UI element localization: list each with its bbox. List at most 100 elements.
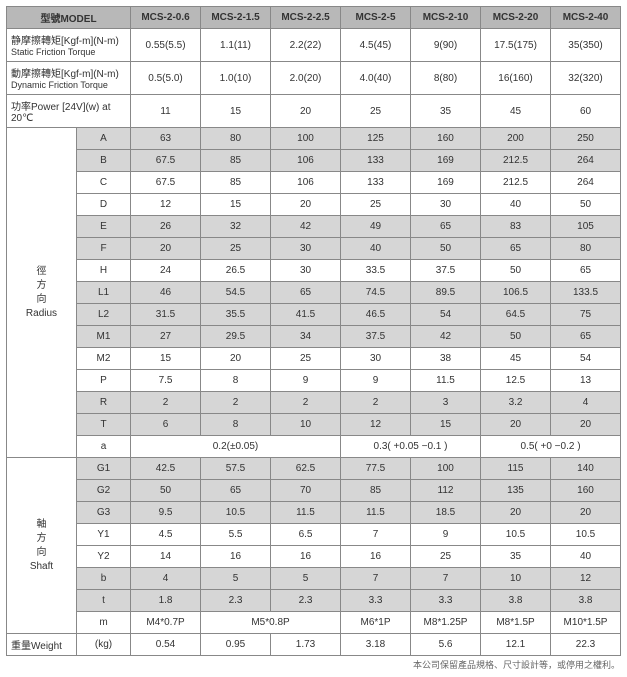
shaft-t-val-3: 3.3: [341, 590, 411, 612]
radius-a-span-0: 0.2(±0.05): [131, 436, 341, 458]
radius-key-A: A: [77, 128, 131, 150]
shaft-G1-val-1: 57.5: [201, 458, 271, 480]
radius-M1-val-6: 65: [551, 326, 621, 348]
shaft-G2-val-4: 112: [411, 480, 481, 502]
shaft-key-m: m: [77, 612, 131, 634]
radius-P-val-5: 12.5: [481, 370, 551, 392]
radius-F-val-5: 65: [481, 238, 551, 260]
shaft-Y1-val-3: 7: [341, 524, 411, 546]
shaft-t-val-5: 3.8: [481, 590, 551, 612]
header-model-6: MCS-2-40: [551, 7, 621, 29]
radius-M1-val-5: 50: [481, 326, 551, 348]
radius-D-val-2: 20: [271, 194, 341, 216]
radius-C-val-0: 67.5: [131, 172, 201, 194]
radius-P-val-1: 8: [201, 370, 271, 392]
radius-D-val-0: 12: [131, 194, 201, 216]
radius-F-val-1: 25: [201, 238, 271, 260]
radius-group-label: 徑方向Radius: [7, 128, 77, 458]
toprow-2-val-1: 15: [201, 95, 271, 128]
shaft-t-val-6: 3.8: [551, 590, 621, 612]
shaft-Y2-val-0: 14: [131, 546, 201, 568]
shaft-b-val-6: 12: [551, 568, 621, 590]
radius-L2-val-0: 31.5: [131, 304, 201, 326]
toprow-1-val-3: 4.0(40): [341, 62, 411, 95]
radius-F-val-3: 40: [341, 238, 411, 260]
shaft-t-val-4: 3.3: [411, 590, 481, 612]
shaft-b-val-4: 7: [411, 568, 481, 590]
radius-P-val-2: 9: [271, 370, 341, 392]
radius-key-R: R: [77, 392, 131, 414]
radius-E-val-6: 105: [551, 216, 621, 238]
toprow-1-val-6: 32(320): [551, 62, 621, 95]
radius-C-val-5: 212.5: [481, 172, 551, 194]
shaft-G3-val-0: 9.5: [131, 502, 201, 524]
shaft-Y2-val-5: 35: [481, 546, 551, 568]
toprow-0-val-3: 4.5(45): [341, 29, 411, 62]
radius-M2-val-0: 15: [131, 348, 201, 370]
radius-key-M2: M2: [77, 348, 131, 370]
shaft-m-span-0: M4*0.7P: [131, 612, 201, 634]
radius-R-val-1: 2: [201, 392, 271, 414]
radius-P-val-3: 9: [341, 370, 411, 392]
shaft-Y1-val-6: 10.5: [551, 524, 621, 546]
radius-key-M1: M1: [77, 326, 131, 348]
radius-B-val-3: 133: [341, 150, 411, 172]
weight-val-5: 12.1: [481, 634, 551, 656]
radius-R-val-4: 3: [411, 392, 481, 414]
radius-key-H: H: [77, 260, 131, 282]
shaft-key-Y2: Y2: [77, 546, 131, 568]
radius-P-val-6: 13: [551, 370, 621, 392]
radius-A-val-4: 160: [411, 128, 481, 150]
radius-B-val-0: 67.5: [131, 150, 201, 172]
toprow-label-0: 静摩擦轉矩[Kgf-m](N-m)Static Friction Torque: [7, 29, 131, 62]
shaft-key-Y1: Y1: [77, 524, 131, 546]
toprow-2-val-6: 60: [551, 95, 621, 128]
radius-a-span-1: 0.3( +0.05 −0.1 ): [341, 436, 481, 458]
radius-C-val-2: 106: [271, 172, 341, 194]
radius-T-val-1: 8: [201, 414, 271, 436]
shaft-m-span-5: M10*1.5P: [551, 612, 621, 634]
shaft-Y1-val-2: 6.5: [271, 524, 341, 546]
radius-D-val-5: 40: [481, 194, 551, 216]
toprow-1-val-2: 2.0(20): [271, 62, 341, 95]
radius-key-a: a: [77, 436, 131, 458]
radius-C-val-6: 264: [551, 172, 621, 194]
radius-D-val-6: 50: [551, 194, 621, 216]
radius-A-val-2: 100: [271, 128, 341, 150]
shaft-G1-val-2: 62.5: [271, 458, 341, 480]
toprow-2-val-3: 25: [341, 95, 411, 128]
radius-P-val-0: 7.5: [131, 370, 201, 392]
radius-H-val-6: 65: [551, 260, 621, 282]
radius-L1-val-3: 74.5: [341, 282, 411, 304]
toprow-0-val-2: 2.2(22): [271, 29, 341, 62]
radius-A-val-3: 125: [341, 128, 411, 150]
weight-unit: (kg): [77, 634, 131, 656]
toprow-1-val-4: 8(80): [411, 62, 481, 95]
toprow-0-val-0: 0.55(5.5): [131, 29, 201, 62]
radius-H-val-0: 24: [131, 260, 201, 282]
toprow-1-val-1: 1.0(10): [201, 62, 271, 95]
shaft-key-t: t: [77, 590, 131, 612]
shaft-G3-val-3: 11.5: [341, 502, 411, 524]
radius-key-F: F: [77, 238, 131, 260]
shaft-t-val-1: 2.3: [201, 590, 271, 612]
radius-M2-val-5: 45: [481, 348, 551, 370]
shaft-G2-val-6: 160: [551, 480, 621, 502]
radius-F-val-4: 50: [411, 238, 481, 260]
shaft-G2-val-0: 50: [131, 480, 201, 502]
header-model-0: MCS-2-0.6: [131, 7, 201, 29]
weight-val-3: 3.18: [341, 634, 411, 656]
shaft-G2-val-1: 65: [201, 480, 271, 502]
radius-M2-val-6: 54: [551, 348, 621, 370]
shaft-m-span-1: M5*0.8P: [201, 612, 341, 634]
radius-B-val-4: 169: [411, 150, 481, 172]
radius-L1-val-2: 65: [271, 282, 341, 304]
radius-B-val-5: 212.5: [481, 150, 551, 172]
shaft-Y2-val-3: 16: [341, 546, 411, 568]
shaft-Y1-val-4: 9: [411, 524, 481, 546]
radius-M1-val-4: 42: [411, 326, 481, 348]
shaft-Y2-val-4: 25: [411, 546, 481, 568]
radius-E-val-2: 42: [271, 216, 341, 238]
radius-T-val-5: 20: [481, 414, 551, 436]
radius-F-val-6: 80: [551, 238, 621, 260]
